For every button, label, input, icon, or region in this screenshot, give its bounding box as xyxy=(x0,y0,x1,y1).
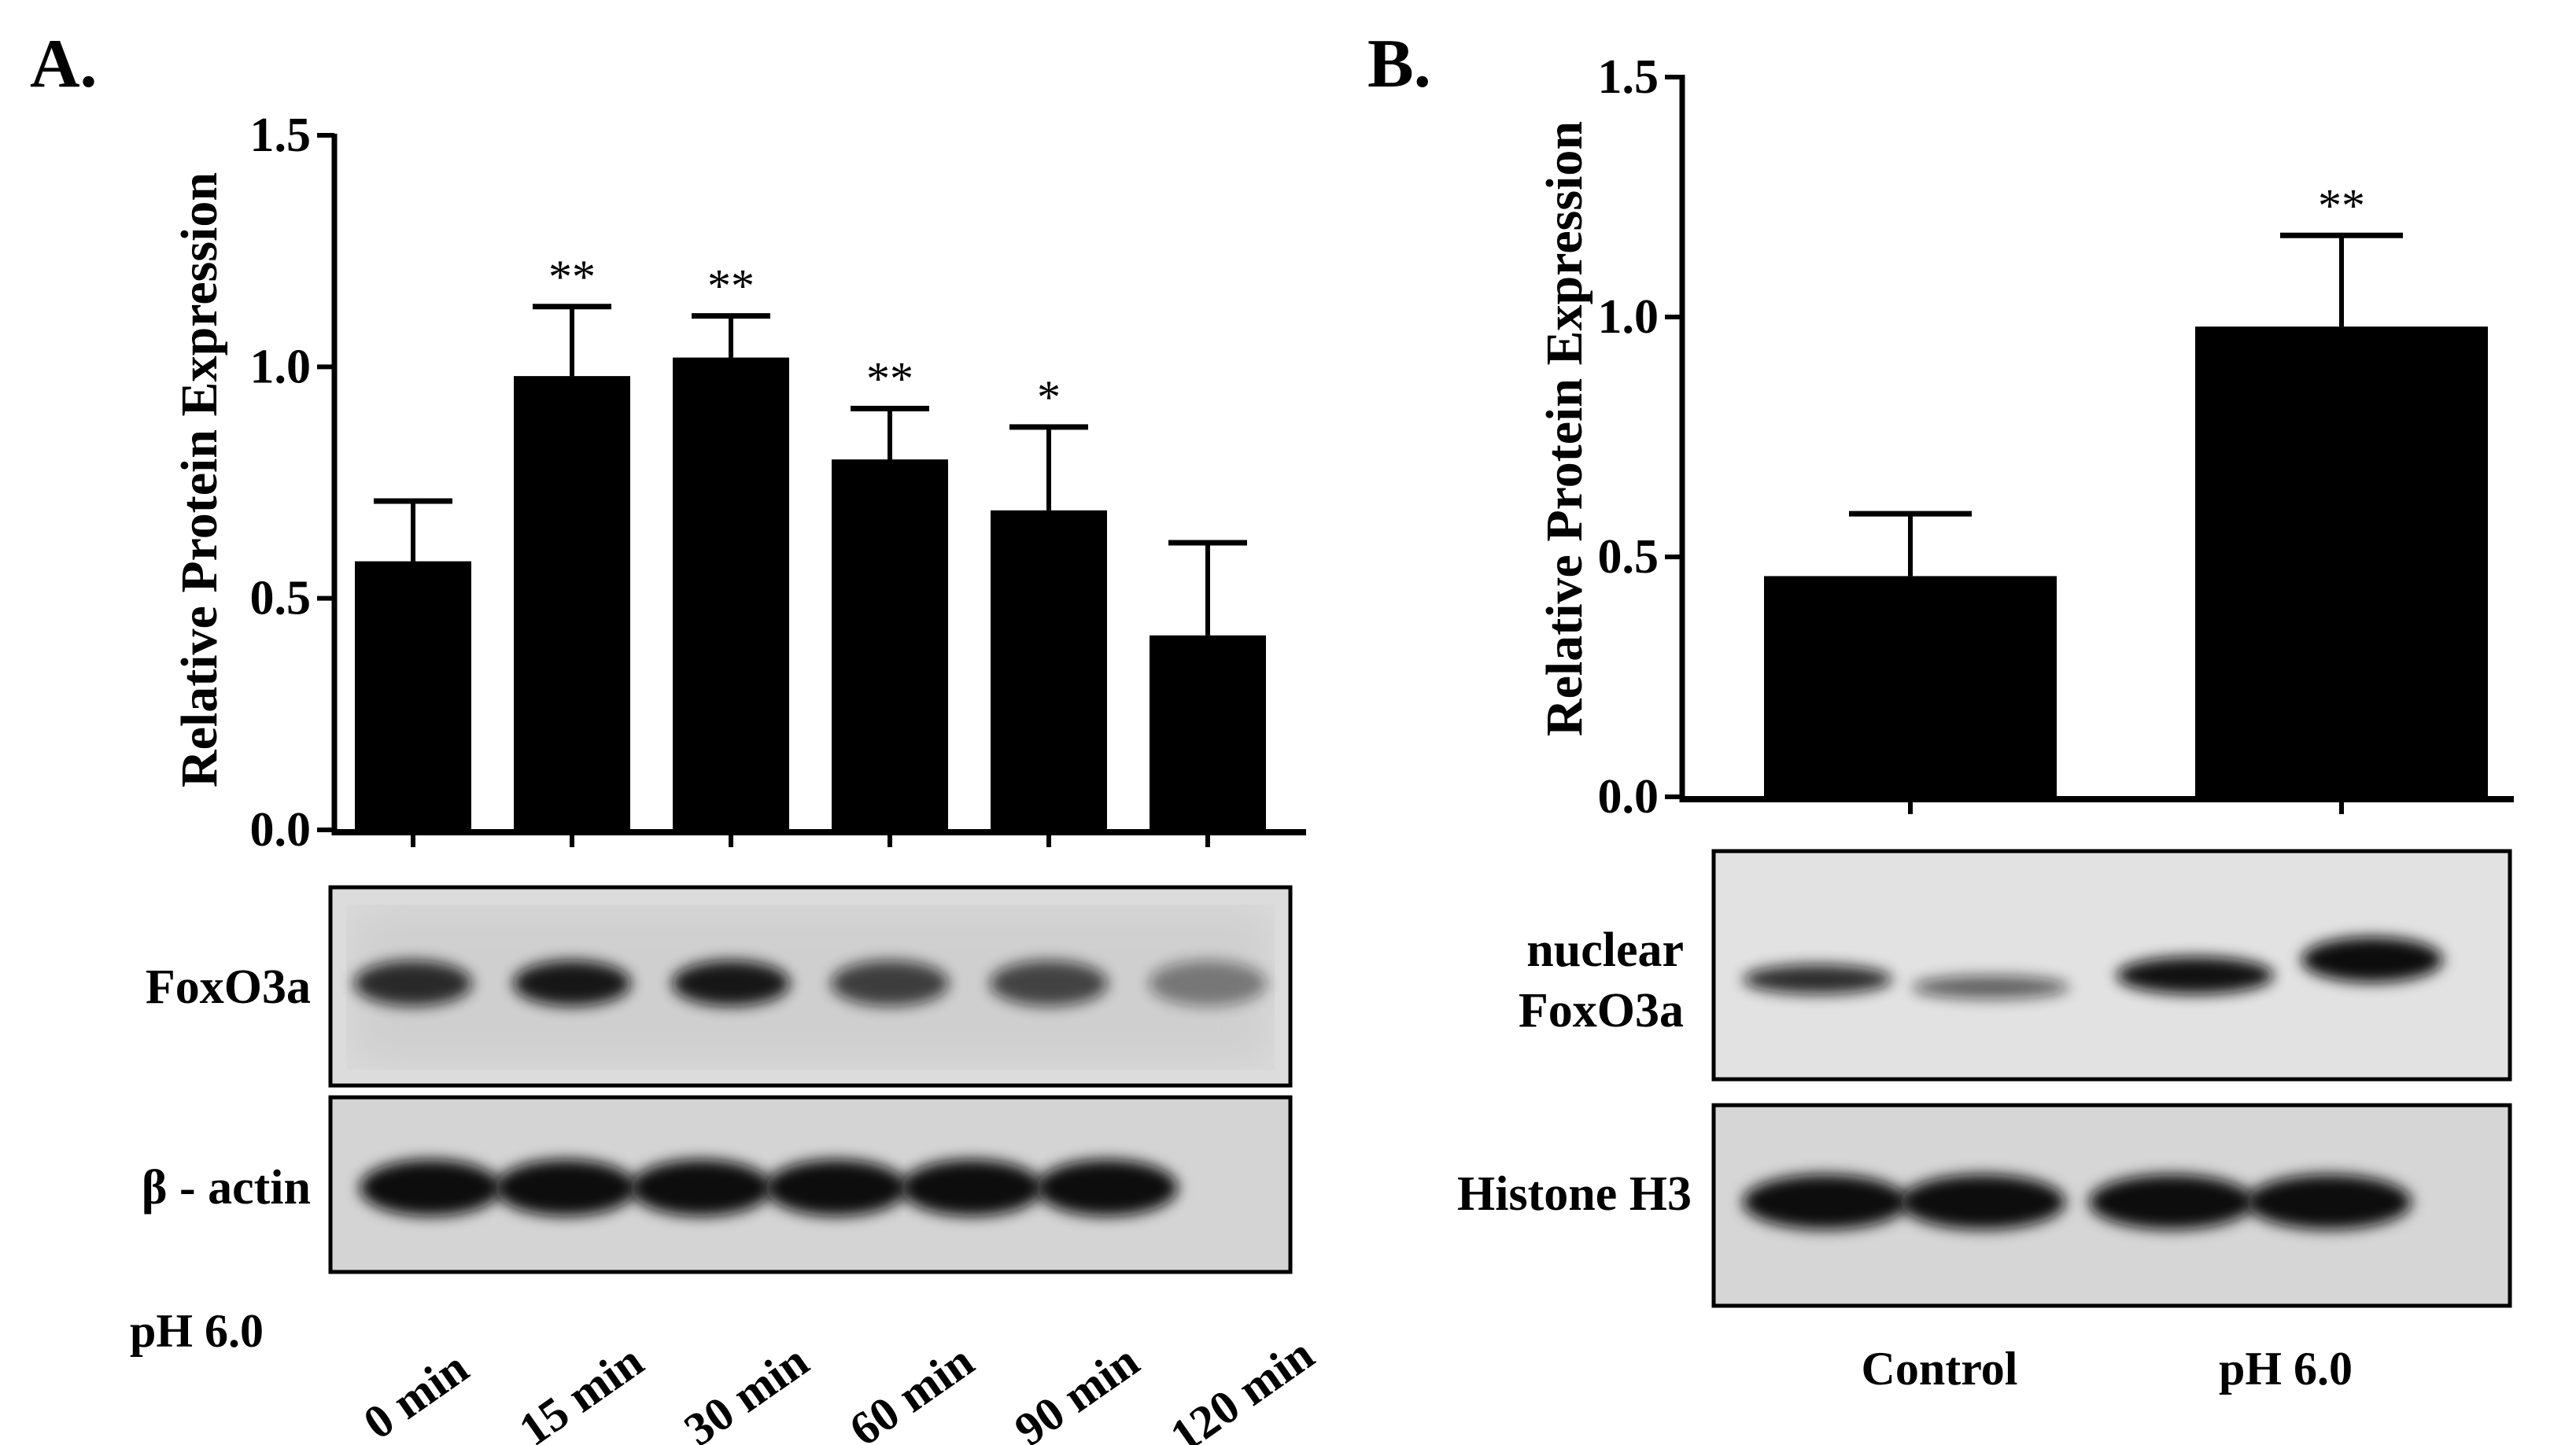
panel-a-lane-label: 0 min xyxy=(354,1341,478,1445)
panel-b: B. Relative Protein Expression 0.0 0.5 1.0… xyxy=(1367,26,2514,1395)
panel-a-y-tick-label: 1.0 xyxy=(250,340,312,393)
panel-a-bars xyxy=(355,304,1266,830)
histone-h3-band xyxy=(2246,1174,2412,1229)
panel-a-y-ticks: 0.0 0.5 1.0 1.5 xyxy=(250,109,334,857)
panel-b-y-axis-title: Relative Protein Expression xyxy=(1536,121,1593,736)
panel-a-lane-label: 90 min xyxy=(1006,1334,1148,1445)
panel-b-y-tick-label: 0.0 xyxy=(1598,770,1659,824)
panel-b-bar xyxy=(2195,326,2488,797)
actin-band xyxy=(630,1159,772,1216)
foxo3a-band xyxy=(672,960,790,1006)
nuclear-foxo3a-band xyxy=(1743,964,1892,994)
panel-a-y-tick-label: 1.5 xyxy=(250,109,312,162)
panel-b-y-tick-label: 1.5 xyxy=(1598,50,1659,104)
panel-b-x-ticks xyxy=(1908,797,2344,814)
panel-b-significance-marker: ** xyxy=(2318,179,2365,231)
actin-band xyxy=(495,1159,637,1216)
panel-a-bar xyxy=(673,357,789,830)
foxo3a-band xyxy=(1149,960,1267,1006)
panel-a-bar xyxy=(832,459,948,830)
panel-a-bar xyxy=(1150,635,1266,830)
panel-b-blot-label-1a: nuclear xyxy=(1526,923,1684,977)
histone-h3-band xyxy=(1900,1174,2065,1229)
panel-b-y-tick-label: 0.5 xyxy=(1598,530,1659,584)
panel-a-lane-label: 15 min xyxy=(510,1334,652,1445)
panel-a-y-tick-label: 0.0 xyxy=(250,803,312,857)
panel-b-significance: ** xyxy=(2318,179,2365,231)
panel-b-y-tick-label: 1.0 xyxy=(1598,290,1659,344)
panel-a-significance-marker: * xyxy=(1037,371,1061,423)
panel-a-plot: 0.00.51.01.5 ** **** * xyxy=(250,109,1306,857)
panel-a-significance-marker: ** xyxy=(548,251,596,303)
histone-h3-band xyxy=(1743,1174,1908,1229)
nuclear-foxo3a-band xyxy=(2117,957,2274,994)
histone-h3-band xyxy=(2089,1174,2254,1229)
panel-b-bars xyxy=(1764,232,2488,797)
actin-band xyxy=(360,1159,501,1216)
panel-b-lane-label: Control xyxy=(1862,1343,2018,1395)
actin-band xyxy=(901,1159,1043,1216)
panel-b-blot-label-1b: FoxO3a xyxy=(1519,984,1684,1038)
panel-b-letter: B. xyxy=(1367,26,1431,102)
panel-b-blot-histone xyxy=(1711,1103,2512,1308)
panel-a-lane-label: 60 min xyxy=(840,1334,983,1445)
panel-a-blot-label-2: β - actin xyxy=(142,1161,311,1215)
panel-a-blot-label-1: FoxO3a xyxy=(146,960,311,1014)
panel-a-significance: ** **** * xyxy=(548,251,1061,423)
panel-a-blot-actin xyxy=(328,1095,1293,1274)
panel-a-lane-labels: 0 min 15 min 30 min 60 min 90 min 120 min xyxy=(354,1328,1323,1445)
foxo3a-band xyxy=(513,960,631,1006)
panel-b-lane-label: pH 6.0 xyxy=(2219,1343,2353,1395)
panel-a-bar xyxy=(991,510,1107,830)
panel-b-blot-label-2: Histone H3 xyxy=(1457,1167,1692,1221)
foxo3a-band xyxy=(354,960,472,1006)
panel-b-y-ticks: 0.0 0.5 1.0 1.5 xyxy=(1598,50,1682,824)
panel-a-significance-marker: ** xyxy=(866,352,913,404)
panel-b-bar xyxy=(1764,576,2057,797)
panel-a-bar xyxy=(514,376,630,830)
panel-a-lane-label: 120 min xyxy=(1161,1328,1323,1445)
nuclear-foxo3a-band xyxy=(2301,937,2443,982)
panel-a-significance-marker: ** xyxy=(707,260,755,312)
actin-band xyxy=(766,1159,907,1216)
panel-a: A. Relative Protein Expression 0.0 0.5 1.0… xyxy=(30,26,1323,1445)
panel-b-blot-nuclear-foxo3a xyxy=(1711,849,2512,1082)
actin-band xyxy=(1036,1159,1178,1216)
panel-b-lane-labels: Control pH 6.0 xyxy=(1862,1343,2353,1395)
foxo3a-band xyxy=(990,960,1108,1006)
foxo3a-band xyxy=(831,960,949,1006)
panel-b-plot: 0.0 0.5 1.0 1.5 ** xyxy=(1598,50,2514,824)
panel-a-y-tick-label: 0.5 xyxy=(250,572,312,625)
panel-a-lane-label: 30 min xyxy=(675,1334,817,1445)
panel-a-letter: A. xyxy=(30,26,98,102)
panel-a-bar xyxy=(355,561,471,830)
panel-a-x-ticks xyxy=(411,830,1210,847)
nuclear-foxo3a-band xyxy=(1912,975,2069,999)
panel-a-blot-foxo3a xyxy=(328,885,1293,1088)
panel-a-treatment-label: pH 6.0 xyxy=(130,1305,264,1357)
panel-a-y-axis-title: Relative Protein Expression xyxy=(171,172,228,787)
